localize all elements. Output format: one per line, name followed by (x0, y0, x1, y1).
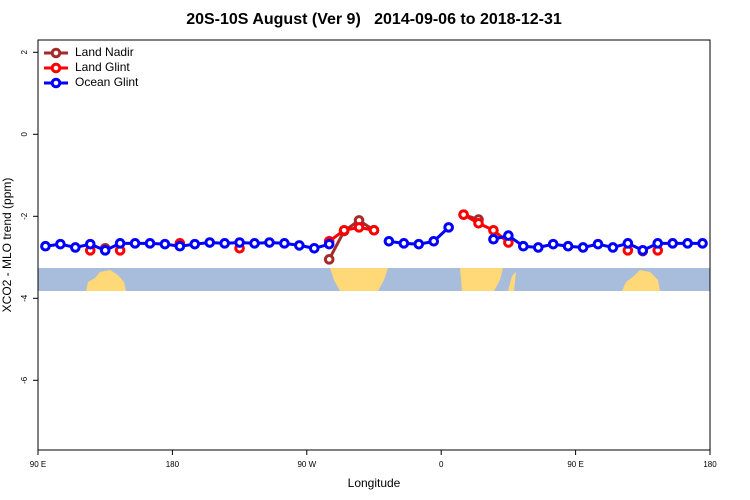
legend-label: Land Nadir (75, 45, 134, 59)
data-point (443, 222, 454, 233)
chart-title: 20S-10S August (Ver 9) 2014-09-06 to 201… (186, 11, 562, 28)
data-point (323, 238, 335, 250)
data-point (577, 242, 589, 253)
x-tick-label: 180 (703, 460, 717, 469)
data-point (174, 240, 186, 252)
data-point (667, 238, 678, 249)
land (460, 268, 503, 291)
data-point (308, 242, 320, 254)
data-point (84, 238, 96, 250)
land (622, 270, 660, 291)
legend-marker (50, 62, 62, 74)
data-point (547, 238, 559, 250)
data-point (682, 238, 693, 249)
data-point (338, 224, 350, 236)
data-point (488, 224, 499, 236)
data-point (428, 236, 440, 247)
data-point (189, 238, 201, 250)
y-tick-label: 2 (20, 50, 29, 55)
data-point (264, 237, 275, 248)
data-point (592, 238, 604, 250)
data-point (114, 238, 126, 249)
land (86, 270, 126, 291)
data-point (249, 238, 260, 249)
data-point (144, 238, 156, 249)
data-point (70, 242, 81, 253)
legend-label: Land Glint (75, 60, 130, 74)
data-point (622, 238, 634, 249)
data-point (607, 242, 619, 253)
data-point (279, 238, 290, 249)
data-point (637, 245, 649, 256)
map-strip (38, 268, 710, 291)
series-line (328, 225, 375, 243)
data-point (488, 233, 499, 245)
data-point (473, 217, 484, 229)
y-axis-label: XCO2 - MLO trend (ppm) (0, 178, 14, 313)
data-point (159, 238, 171, 250)
data-point (413, 238, 425, 250)
legend-marker (50, 77, 62, 89)
data-point (652, 238, 664, 249)
y-tick-label: 0 (20, 132, 29, 137)
data-point (383, 236, 395, 247)
land (508, 272, 516, 291)
series-line (327, 218, 375, 261)
legend-label: Ocean Glint (75, 75, 139, 89)
land (330, 268, 388, 291)
data-point (562, 240, 574, 252)
x-tick-label: 90 E (567, 460, 583, 469)
x-tick-label: 0 (439, 460, 444, 469)
data-point (234, 237, 245, 248)
legend-marker (50, 47, 62, 59)
data-point (518, 240, 529, 252)
plot-box (37, 39, 711, 451)
data-point (532, 242, 544, 253)
data-point (129, 238, 141, 249)
data-point (204, 237, 216, 248)
y-tick-label: -2 (20, 212, 29, 220)
data-point (503, 230, 514, 241)
x-tick-label: 180 (166, 460, 180, 469)
data-point (99, 245, 111, 256)
data-point (294, 240, 305, 251)
data-point (40, 240, 51, 252)
x-tick-label: 90 E (30, 460, 46, 469)
x-tick-label: 90 W (297, 460, 316, 469)
data-point (697, 238, 708, 249)
data-point (219, 238, 230, 249)
data-point (323, 254, 335, 265)
data-point (353, 222, 365, 233)
x-axis-label: Longitude (348, 476, 401, 490)
y-tick-label: -6 (20, 376, 29, 384)
y-tick-label: -4 (20, 294, 29, 302)
data-point (398, 238, 410, 249)
data-point (368, 224, 380, 236)
data-point (458, 209, 469, 220)
data-point (55, 238, 66, 250)
